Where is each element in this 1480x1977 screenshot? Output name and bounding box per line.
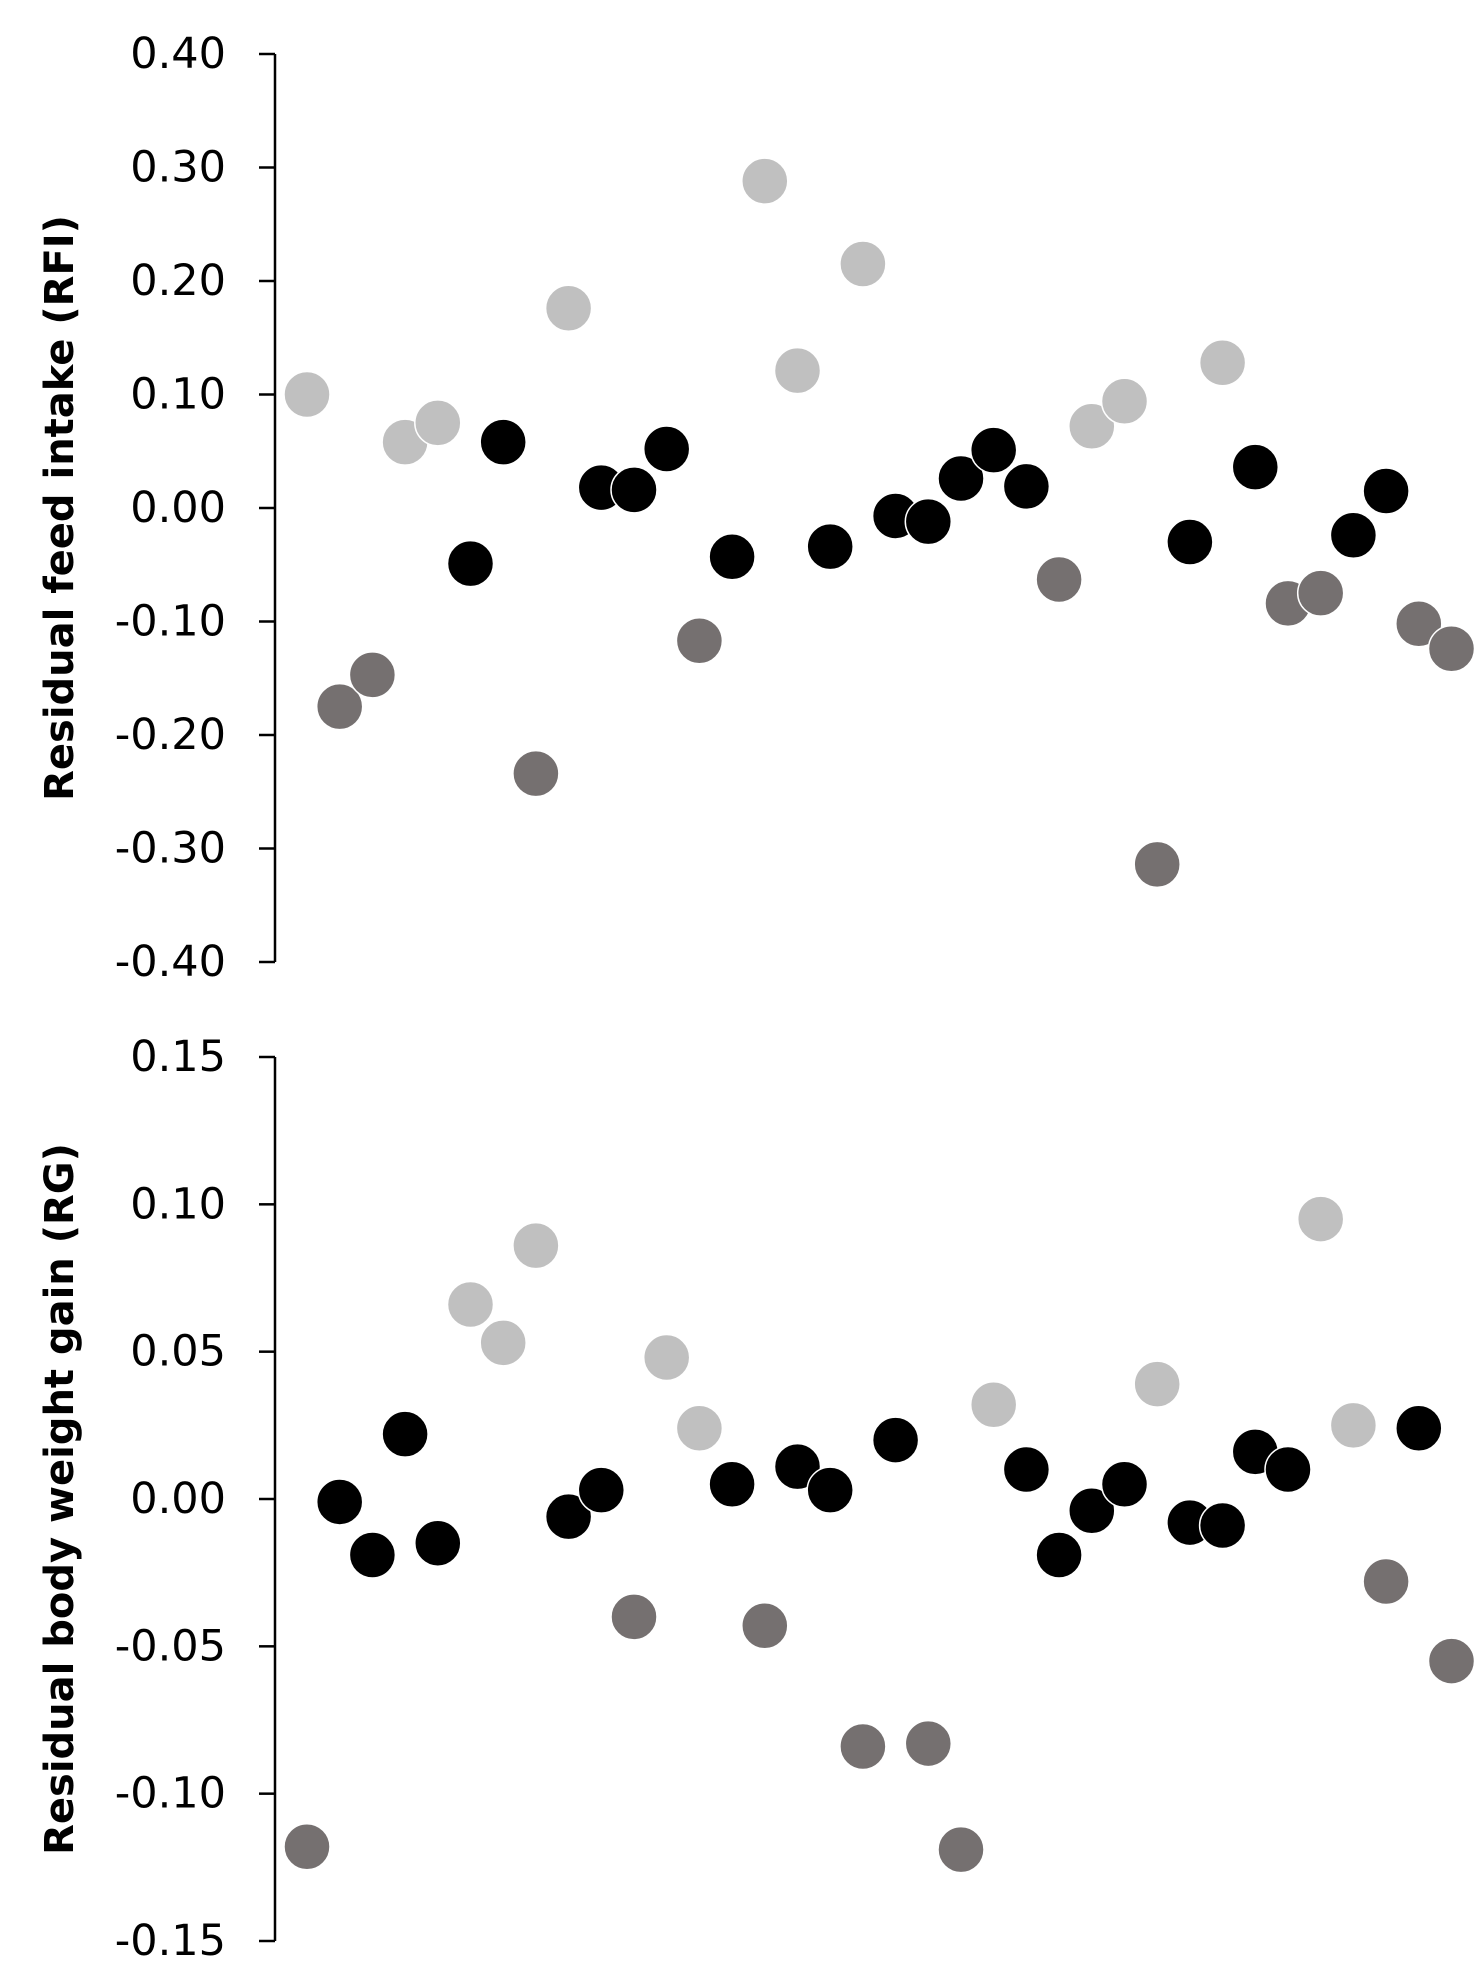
rg-data-point — [806, 1466, 854, 1514]
rfi-data-point — [1296, 569, 1345, 617]
rfi-y-tick-label: -0.30 — [115, 824, 226, 874]
rg-data-point — [642, 1333, 691, 1382]
rfi-data-point — [1133, 840, 1181, 889]
rg-y-tick-label: -0.15 — [115, 1916, 226, 1966]
rfi-data-point — [642, 425, 691, 473]
rfi-panel: 0.40 0.30 0.20 0.10 0.00 -0.10 -0.20 -0.30 -0.40… — [37, 29, 1476, 987]
rg-data-point — [904, 1719, 953, 1768]
rfi-y-tick-labels: 0.40 0.30 0.20 0.10 0.00 -0.10 -0.20 -0.30 -0.40 — [115, 29, 226, 987]
rg-y-tick-label: 0.10 — [130, 1179, 226, 1229]
rfi-data-point — [315, 682, 364, 731]
rg-data-point — [348, 1531, 397, 1579]
rfi-y-tick-label: -0.40 — [115, 937, 226, 987]
rfi-y-ticks — [259, 52, 275, 964]
rfi-data-point — [1231, 443, 1280, 491]
rfi-data-point — [1427, 624, 1476, 673]
rg-y-tick-label: 0.00 — [130, 1474, 226, 1524]
rg-y-tick-label: -0.10 — [115, 1769, 226, 1819]
rfi-data-point — [348, 651, 397, 699]
rfi-data-point — [610, 466, 658, 514]
rfi-y-tick-label: 0.00 — [130, 483, 226, 533]
rfi-data-point — [937, 454, 985, 503]
rfi-data-point — [1329, 511, 1378, 559]
rfi-data-point — [773, 346, 822, 395]
rfi-data-point — [1395, 600, 1443, 648]
rfi-data-point — [1068, 402, 1116, 451]
rfi-data-point — [1100, 377, 1149, 426]
rg-data-point — [512, 1221, 560, 1270]
rfi-data-point — [1198, 338, 1247, 387]
rg-data-point — [1296, 1195, 1345, 1243]
rfi-data-point — [283, 370, 331, 419]
rfi-data-point — [512, 749, 560, 798]
rg-data-point — [675, 1404, 724, 1453]
rg-y-ticks — [259, 1055, 275, 1943]
rfi-y-tick-label: 0.30 — [130, 143, 226, 193]
rfi-data-point — [414, 399, 462, 447]
rg-data-point — [1198, 1501, 1247, 1550]
rfi-y-tick-label: 0.20 — [130, 256, 226, 306]
rfi-y-axis-title: Residual feed intake (RFI) — [37, 215, 83, 801]
rfi-data-point — [904, 497, 953, 546]
rg-data-point — [1100, 1460, 1149, 1509]
rg-data-point — [937, 1825, 985, 1874]
rg-data-point — [1264, 1445, 1312, 1494]
rfi-data-point — [446, 539, 495, 588]
rfi-y-tick-label: 0.40 — [130, 29, 226, 79]
rfi-data-point — [1166, 518, 1214, 566]
rfi-data-point — [708, 533, 756, 581]
rg-data-point — [446, 1280, 495, 1329]
rg-data-point — [610, 1593, 658, 1641]
rg-panel: 0.15 0.10 0.05 0.00 -0.05 -0.10 -0.15 Residual… — [37, 1032, 1476, 1966]
rg-data-point — [1002, 1445, 1051, 1494]
rg-data-point — [708, 1460, 756, 1509]
rg-data-point — [1068, 1487, 1116, 1535]
rg-data-point — [839, 1722, 887, 1771]
rfi-data-point — [1362, 467, 1410, 515]
rfi-data-point — [1002, 462, 1051, 511]
rg-y-tick-label: -0.05 — [115, 1621, 226, 1671]
rg-data-point — [1035, 1531, 1083, 1579]
rg-y-axis-title: Residual body weight gain (RG) — [37, 1143, 83, 1855]
rg-data-point — [544, 1492, 593, 1541]
rfi-y-tick-label: 0.10 — [130, 370, 226, 420]
rfi-points — [283, 157, 1476, 889]
rg-y-tick-labels: 0.15 0.10 0.05 0.00 -0.05 -0.10 -0.15 — [115, 1032, 226, 1966]
rg-data-point — [315, 1478, 364, 1526]
rg-data-point — [414, 1519, 462, 1567]
rg-data-point — [479, 1319, 527, 1367]
rfi-data-point — [741, 157, 789, 205]
rg-data-point — [1329, 1401, 1378, 1450]
rfi-data-point — [479, 418, 527, 466]
rfi-data-point — [839, 240, 887, 288]
rg-data-point — [381, 1410, 429, 1458]
rg-y-tick-label: 0.15 — [130, 1032, 226, 1082]
rfi-data-point — [544, 284, 593, 332]
rg-data-point — [283, 1822, 331, 1871]
rg-data-point — [871, 1416, 920, 1464]
rg-data-point — [969, 1380, 1018, 1429]
rg-y-tick-label: 0.05 — [130, 1327, 226, 1377]
rfi-data-point — [675, 617, 724, 665]
rg-data-point — [577, 1466, 626, 1514]
rg-data-point — [1133, 1360, 1181, 1408]
rg-data-point — [773, 1442, 822, 1491]
rfi-y-tick-label: -0.20 — [115, 710, 226, 760]
rfi-data-point — [969, 426, 1018, 474]
rfi-data-point — [1035, 555, 1083, 604]
rg-points — [283, 1195, 1476, 1874]
rg-data-point — [1395, 1404, 1443, 1453]
rg-data-point — [741, 1601, 789, 1650]
rg-data-point — [1362, 1557, 1410, 1606]
rg-data-point — [1427, 1637, 1476, 1685]
rfi-data-point — [806, 522, 854, 571]
rfi-y-tick-label: -0.10 — [115, 597, 226, 647]
